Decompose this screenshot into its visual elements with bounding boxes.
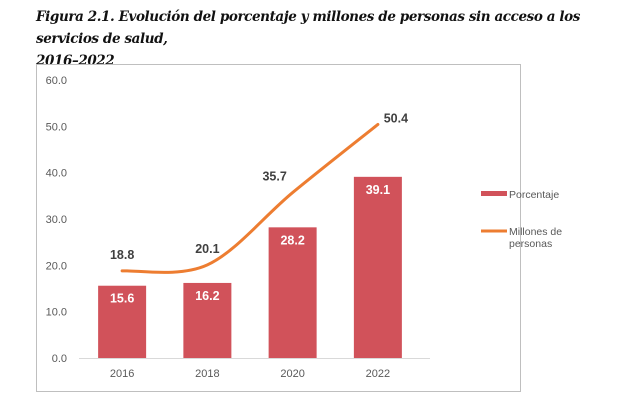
bar-data-label: 16.2 [195,289,219,303]
x-tick-label: 2020 [280,368,304,380]
legend-label: personas [509,238,552,250]
y-tick-label: 60.0 [46,75,67,87]
y-tick-label: 10.0 [46,307,67,319]
bar-data-label: 28.2 [280,233,304,247]
caption-line-2: 2016–2022 [36,53,115,69]
legend-label: Millones de [509,226,562,238]
caption-line-1: Figura 2.1. Evolución del porcentaje y m… [36,9,580,47]
line-data-label: 20.1 [195,242,219,256]
figure-caption: Figura 2.1. Evolución del porcentaje y m… [36,6,626,72]
line-data-label: 50.4 [384,111,408,125]
line-data-label: 35.7 [262,170,286,184]
chart-frame [36,64,521,392]
y-tick-label: 20.0 [46,260,67,272]
x-tick-label: 2022 [366,368,390,380]
legend-swatch-bar [481,191,507,196]
x-tick-label: 2018 [195,368,219,380]
y-tick-label: 50.0 [46,121,67,133]
y-tick-label: 40.0 [46,168,67,180]
x-tick-label: 2016 [110,368,134,380]
line-millones-de-personas [120,122,380,274]
y-tick-label: 30.0 [46,214,67,226]
legend-label: Porcentaje [509,189,559,201]
y-axis: 0.0 10.0 20.0 30.0 40.0 50.0 60.0 [46,75,67,365]
bars-series: 15.6 16.2 28.2 39.1 [98,176,402,358]
bar-2018 [183,282,232,358]
bar-2022 [353,176,402,358]
y-tick-label: 0.0 [52,353,67,365]
bar-2016 [98,285,147,358]
line-data-label: 18.8 [110,248,134,262]
line-series: 18.8 20.1 35.7 50.4 [110,111,408,274]
x-axis: 2016 2018 2020 2022 [110,368,390,380]
bar-data-label: 15.6 [110,292,134,306]
bar-2020 [268,227,317,358]
bar-data-label: 39.1 [366,183,390,197]
